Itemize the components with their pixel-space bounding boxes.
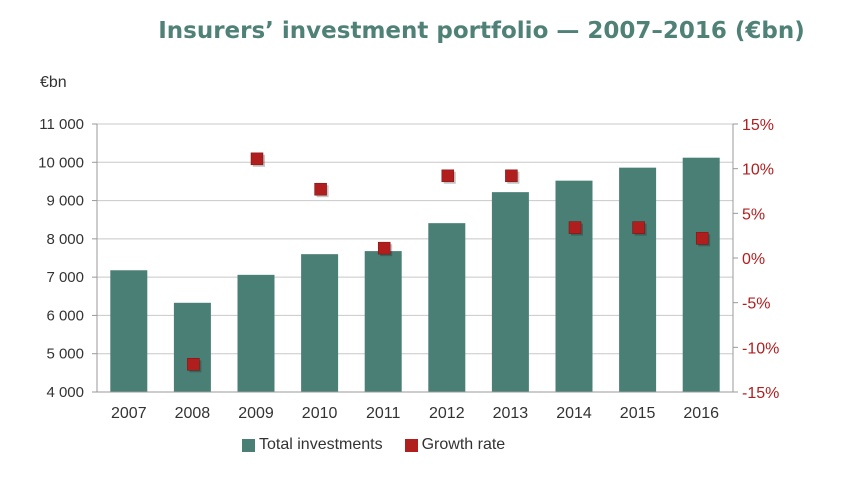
y2-tick-label: -5% [742,296,770,313]
y-tick-label: 9 000 [46,193,84,210]
chart-title: Insurers’ investment portfolio — 2007–20… [158,18,805,44]
y2-tick-label: 0% [742,251,765,268]
y-tick-label: 8 000 [46,231,84,248]
growth-marker [568,221,582,234]
growth-marker [377,241,391,255]
x-tick-label: 2009 [238,405,274,422]
legend-item-total-investments: Total investments [242,436,383,454]
y2-tick-label: 5% [742,206,765,223]
growth-marker [314,182,327,196]
bar [237,274,275,392]
y-tick-label: 5 000 [46,346,84,363]
growth-marker [187,358,200,371]
y-tick-label: 11 000 [39,116,84,133]
x-tick-label: 2016 [683,405,719,422]
growth-marker [695,232,709,245]
y-tick-label: 10 000 [38,154,84,171]
legend-label-growth-rate: Growth rate [421,436,506,453]
bar [491,192,529,392]
y2-tick-label: 10% [742,162,774,179]
growth-marker [632,221,645,234]
x-tick-label: 2008 [175,405,211,422]
growth-marker [250,152,264,166]
x-tick-label: 2015 [620,405,656,422]
x-tick-label: 2010 [302,405,338,422]
bar [428,223,466,392]
legend: Total investments Growth rate [242,436,527,454]
y2-tick-label: 15% [742,117,774,134]
growth-marker [441,169,455,183]
y-tick-label: 4 000 [46,384,84,401]
legend-label-total-investments: Total investments [259,436,383,453]
bar [110,270,148,392]
x-tick-label: 2007 [111,405,147,422]
y2-tick-label: -10% [742,340,779,357]
bar [301,254,339,392]
bar [619,167,657,392]
x-tick-label: 2014 [556,405,592,422]
growth-marker [505,169,518,183]
x-tick-label: 2013 [493,405,529,422]
bar [173,302,211,392]
legend-swatch-bar [242,438,255,452]
x-tick-label: 2011 [366,405,401,422]
legend-item-growth-rate: Growth rate [404,436,506,454]
bar [682,157,720,392]
x-tick-label: 2012 [429,405,465,422]
y-axis-label: €bn [40,74,67,91]
legend-swatch-marker [404,438,418,452]
y-tick-label: 7 000 [46,269,84,286]
bar [364,251,402,392]
bar [555,180,593,392]
y-tick-label: 6 000 [46,307,84,324]
y2-tick-label: -15% [742,385,779,402]
